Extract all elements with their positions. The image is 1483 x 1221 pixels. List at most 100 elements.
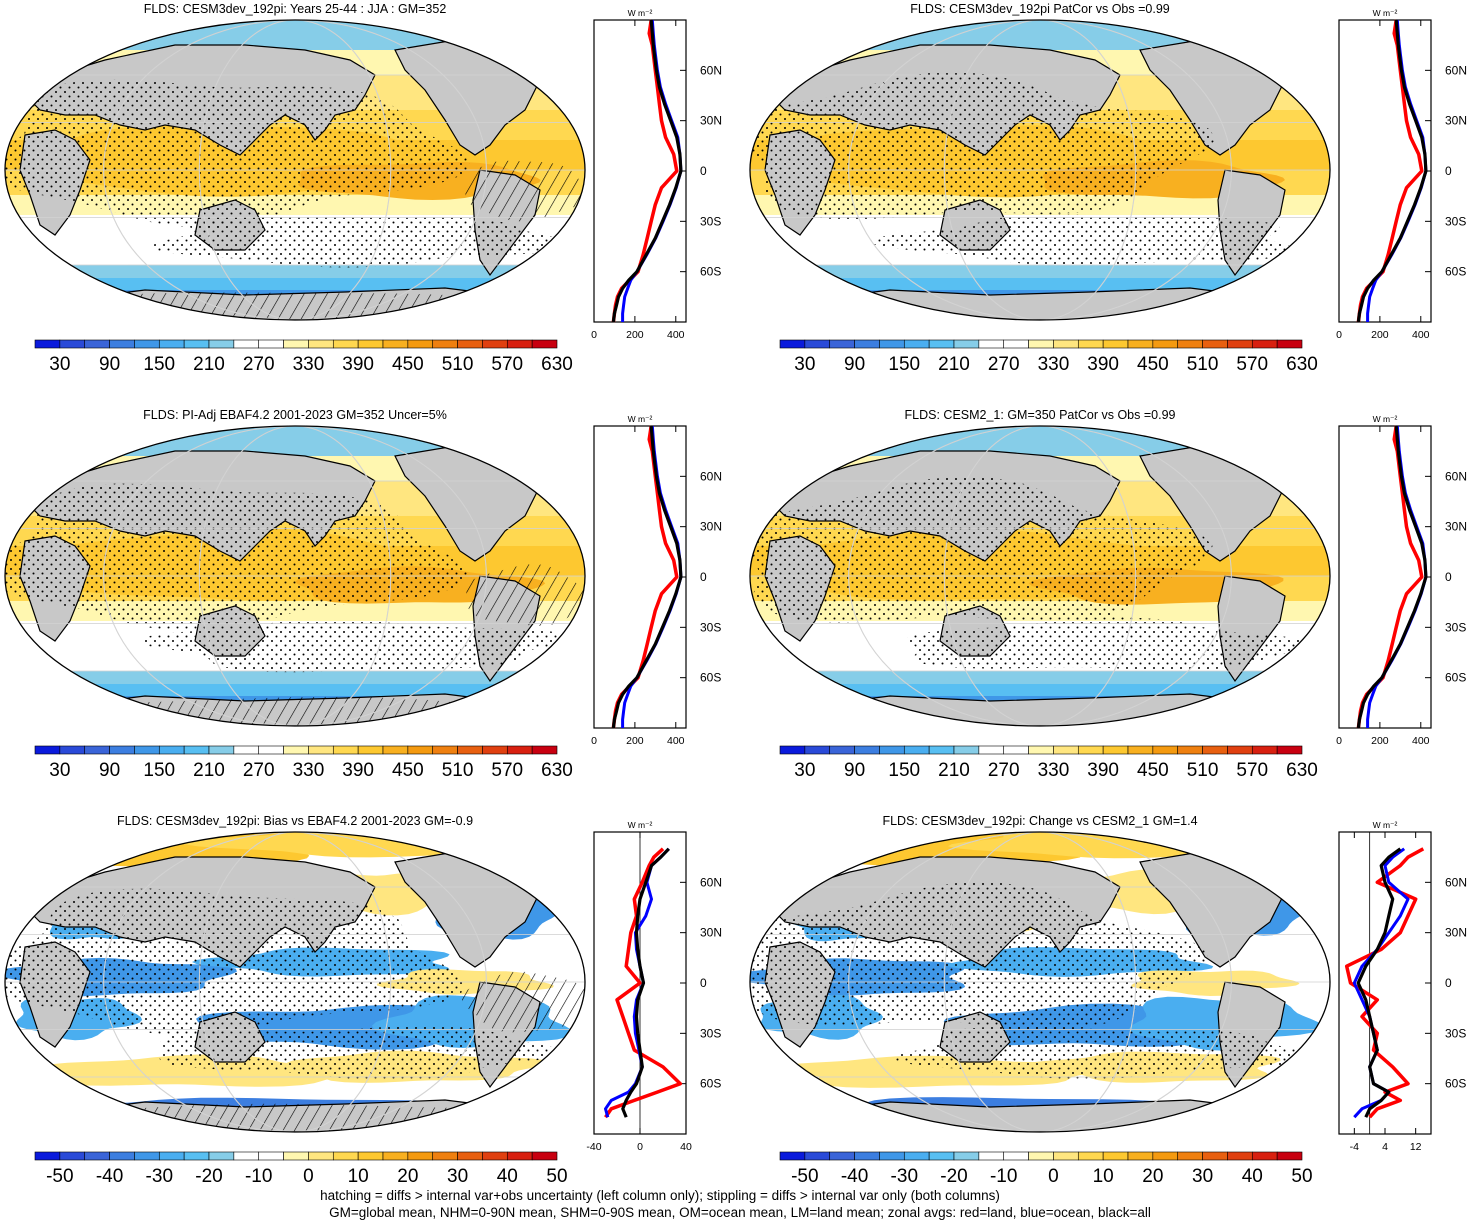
colorbar-cell xyxy=(332,745,359,755)
color-band xyxy=(750,671,1330,684)
color-band xyxy=(5,426,585,456)
colorbar-cell xyxy=(382,1151,409,1161)
profile-x-tick-label: 400 xyxy=(1412,735,1430,747)
graticule-lon xyxy=(198,20,392,320)
map-border xyxy=(749,19,1331,321)
profile-y-tick-label: 30N xyxy=(1445,114,1467,128)
colorbar-cell xyxy=(382,745,409,755)
land-greenland xyxy=(509,430,571,462)
colorbar-label: 270 xyxy=(243,354,275,375)
land-greenland xyxy=(1254,430,1316,462)
colorbar-label: 270 xyxy=(988,760,1020,781)
graticule-lon xyxy=(848,832,1232,1132)
colorbar-cell xyxy=(158,745,185,755)
colorbar-cell xyxy=(482,339,508,349)
colorbar-cell xyxy=(879,745,905,755)
profile-y-tick-label: 0 xyxy=(700,570,707,584)
colorbar-label: 510 xyxy=(1187,354,1219,375)
colorbar-cell xyxy=(34,1151,61,1161)
colorbar-label: 450 xyxy=(392,760,424,781)
profile-line-all xyxy=(1356,847,1402,1118)
profile-y-tick-label: 0 xyxy=(700,976,707,990)
colorbar-label: -30 xyxy=(146,1166,173,1187)
colorbar-cell xyxy=(1251,745,1278,755)
colorbar-cell xyxy=(183,1151,210,1161)
panel-5: FLDS: CESM3dev_192pi: Bias vs EBAF4.2 20… xyxy=(4,814,722,1187)
colorbar-cell xyxy=(829,1151,855,1161)
colorbar-cell xyxy=(1152,339,1179,349)
stippling-region xyxy=(870,214,1299,266)
colorbar-cell xyxy=(407,745,434,755)
profile-unit: W m⁻² xyxy=(628,8,653,18)
colorbar-label: 270 xyxy=(988,354,1020,375)
graticule-lon xyxy=(943,832,1137,1132)
stippling-region xyxy=(5,483,470,632)
profile-y-tick-label: 30S xyxy=(1445,1026,1466,1040)
colorbar-cell xyxy=(1227,1151,1253,1161)
colorbar-label: 20 xyxy=(1142,1166,1163,1187)
colorbar-label: 30 xyxy=(49,354,70,375)
colorbar-cell xyxy=(903,745,930,755)
colorbar-cell xyxy=(1077,745,1104,755)
colorbar-cell xyxy=(332,339,359,349)
profile-unit: W m⁻² xyxy=(1373,414,1398,424)
colorbar-cell xyxy=(357,339,384,349)
colorbar-label: 630 xyxy=(541,354,573,375)
profile-x-tick-label: 200 xyxy=(1371,329,1389,341)
hatching-region xyxy=(20,1103,557,1132)
colorbar-label: -50 xyxy=(46,1166,73,1187)
colorbar-cell xyxy=(283,1151,309,1161)
colorbar-label: -10 xyxy=(990,1166,1017,1187)
panel-title: FLDS: CESM3dev_192pi: Bias vs EBAF4.2 20… xyxy=(117,814,473,828)
colorbar-cell xyxy=(158,1151,185,1161)
map-border xyxy=(749,425,1331,727)
profile-frame xyxy=(593,425,687,729)
stippling-region xyxy=(138,619,572,673)
colorbar-label: 390 xyxy=(1087,354,1119,375)
graticule-lon xyxy=(198,426,392,726)
colorbar-label: 90 xyxy=(99,760,120,781)
profile-y-tick-label: 30S xyxy=(700,214,721,228)
anomaly-blob xyxy=(39,1054,370,1087)
profile-line-all xyxy=(611,19,683,323)
color-band xyxy=(5,265,585,278)
colorbar-cell xyxy=(804,745,831,755)
colorbar-cell xyxy=(134,1151,160,1161)
profile-y-tick-label: 30N xyxy=(1445,926,1467,940)
profile-y-tick-label: 0 xyxy=(1445,976,1452,990)
hatching-region xyxy=(465,160,585,222)
colorbar-cell xyxy=(903,339,930,349)
colorbar-label: 390 xyxy=(342,760,374,781)
colorbar-cell xyxy=(109,745,135,755)
colorbar-cell xyxy=(1127,339,1154,349)
colorbar-cell xyxy=(1102,1151,1129,1161)
colorbar-cell xyxy=(506,339,533,349)
colorbar-label: 630 xyxy=(1286,760,1318,781)
profile-y-tick-label: 60N xyxy=(700,469,722,483)
colorbar-label: 390 xyxy=(1087,760,1119,781)
profile-x-tick-label: 0 xyxy=(1336,735,1342,747)
colorbar-cell xyxy=(1202,1151,1228,1161)
profile-x-tick-label: 200 xyxy=(1371,735,1389,747)
colorbar-cell xyxy=(258,339,284,349)
colorbar-cell xyxy=(953,745,980,755)
hatching-region xyxy=(36,292,568,320)
colorbar-label: 510 xyxy=(1187,760,1219,781)
colorbar-label: 50 xyxy=(546,1166,567,1187)
profile-x-tick-label: 0 xyxy=(1336,329,1342,341)
colorbar-label: 510 xyxy=(442,760,474,781)
colorbar-cell xyxy=(1276,1151,1303,1161)
colorbar-cell xyxy=(457,339,483,349)
panel-title: FLDS: CESM3dev_192pi PatCor vs Obs =0.99 xyxy=(910,2,1170,16)
colorbar-cell xyxy=(134,745,160,755)
profile-y-tick-label: 30S xyxy=(1445,214,1466,228)
colorbar-cell xyxy=(1202,745,1228,755)
panel-2: FLDS: CESM3dev_192pi PatCor vs Obs =0.99… xyxy=(749,2,1467,375)
profile-y-tick-label: 60N xyxy=(700,63,722,77)
profile-y-tick-label: 30S xyxy=(700,1026,721,1040)
profile-x-tick-label: 40 xyxy=(680,1141,692,1153)
profile-line-all xyxy=(1356,19,1428,323)
colorbar-label: 20 xyxy=(397,1166,418,1187)
colorbar-label: 450 xyxy=(392,354,424,375)
colorbar-cell xyxy=(804,339,831,349)
